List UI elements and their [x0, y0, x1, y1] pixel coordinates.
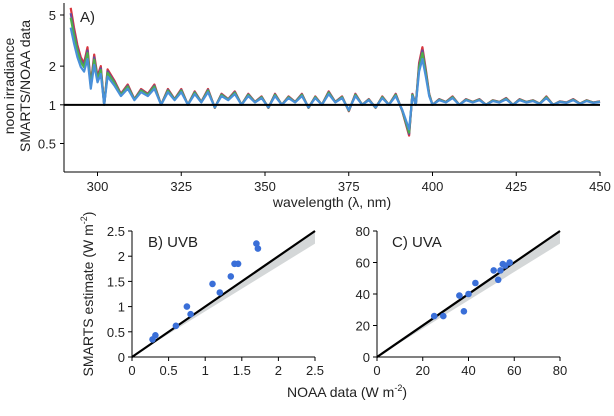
panel-c-points: [430, 259, 513, 320]
panel-b-y-ticks: 0 0.5 1 1.5 2 2.5: [107, 224, 132, 365]
panel-b-point: [187, 310, 194, 318]
panel-c-point: [460, 308, 468, 315]
panel-b-y-tick-label: 0.5: [107, 325, 125, 340]
panel-c-point: [472, 279, 479, 287]
panel-a-x-tick-label: 400: [422, 179, 444, 194]
panel-a-x-tick-label: 375: [338, 179, 360, 194]
panel-b-fit-line: [131, 230, 316, 358]
panel-b-x-tick-label: 1.5: [233, 363, 251, 378]
panel-b-point: [152, 332, 159, 339]
panel-c-point: [494, 276, 502, 284]
panel-b-point: [254, 245, 262, 252]
panel-c-point: [490, 267, 498, 274]
panel-b-y-axis-label-end: ): [80, 212, 96, 217]
panel-c-y-tick-label: 80: [356, 224, 370, 239]
panel-a-x-tick-label: 425: [505, 179, 527, 194]
panel-c-x-tick-label: 40: [461, 363, 475, 378]
panel-a-y-axis-label-1: noon irradiance: [1, 38, 17, 135]
panel-b-x-tick-label: 2: [275, 363, 282, 378]
panel-a-series-purple: [69, 13, 601, 135]
panel-c-x-ticks: 0 20 40 60 80: [373, 357, 567, 378]
shared-x-axis-label-text: NOAA data (W m: [287, 384, 394, 400]
panel-a-y-tick-label: 2: [49, 59, 56, 74]
panel-a-series-lines: [69, 7, 601, 137]
panel-c-y-tick-label: 40: [356, 287, 370, 302]
panel-b-x-tick-label: 2.5: [306, 363, 324, 378]
panel-c-label: C) UVA: [392, 234, 442, 251]
panel-b-x-ticks: 0 0.5 1 1.5 2 2.5: [128, 357, 324, 378]
panel-a: 300 325 350 375 400 425 450 0.5 1 2 5 A) waveleng…: [1, 3, 611, 210]
panel-a-x-tick-label: 300: [87, 179, 109, 194]
panel-b-point: [227, 273, 235, 280]
panel-b-y-tick-label: 1.5: [107, 274, 125, 289]
panel-a-y-axis-label-2: SMARTS/NOAA data: [17, 20, 33, 152]
panel-b-y-axis-label-text: SMARTS estimate (W m: [80, 224, 96, 376]
panel-c-point: [430, 312, 438, 320]
panel-a-y-tick-label: 1: [49, 98, 56, 113]
panel-b-y-axis-label-sup: -2: [79, 216, 89, 224]
panel-c-point: [456, 292, 463, 299]
shared-x-axis-label-sup: -2: [394, 383, 402, 393]
panel-a-label: A): [80, 9, 95, 26]
panel-c-y-tick-label: 20: [356, 319, 370, 334]
panel-b-point: [209, 280, 216, 288]
panel-a-x-tick-label: 450: [589, 179, 611, 194]
panel-c-x-tick-label: 60: [507, 363, 521, 378]
panel-c-x-tick-label: 0: [373, 363, 380, 378]
panel-c-point: [497, 267, 504, 274]
panel-a-y-tick-label: 5: [49, 8, 56, 23]
panel-c-y-ticks: 0 20 40 60 80: [356, 224, 377, 365]
panel-b-y-tick-label: 0: [118, 350, 125, 365]
shared-x-axis-label-end: ): [402, 384, 407, 400]
panel-b-point: [234, 260, 242, 268]
panel-b-x-tick-label: 0: [128, 363, 135, 378]
panel-a-y-ticks: 0.5 1 2 5: [38, 8, 64, 151]
panel-b-points: [149, 240, 262, 343]
panel-b-y-tick-label: 2: [118, 249, 125, 264]
panel-b-label: B) UVB: [148, 234, 198, 251]
panel-c-point: [440, 312, 447, 320]
panel-c-x-tick-label: 20: [416, 363, 430, 378]
panel-b: 0 0.5 1 1.5 2 2.5 0 0.5 1 1.5 2 2.5 B) UVB SMARTS …: [79, 212, 324, 378]
panel-a-y-tick-label: 0.5: [38, 136, 56, 151]
panel-c-x-tick-label: 80: [553, 363, 567, 378]
panel-a-x-ticks: 300 325 350 375 400 425 450: [87, 172, 611, 194]
panel-b-x-tick-label: 1: [202, 363, 209, 378]
panel-c-point: [506, 259, 513, 266]
panel-a-series-green: [69, 17, 601, 134]
panel-b-y-tick-label: 2.5: [107, 224, 125, 239]
panel-b-x-tick-label: 0.5: [160, 363, 178, 378]
panel-a-series-red: [69, 7, 601, 137]
panel-b-point: [172, 322, 180, 330]
panel-b-y-tick-label: 1: [118, 300, 125, 315]
panel-c-y-tick-label: 60: [356, 256, 370, 271]
panel-a-series-blue: [69, 27, 601, 131]
panel-a-x-tick-label: 325: [170, 179, 192, 194]
panel-c: 0 20 40 60 80 0 20 40 60 80 C) UVA: [356, 224, 568, 378]
panel-b-point: [183, 303, 191, 310]
panel-a-x-axis-label: wavelength (λ, nm): [272, 194, 391, 210]
panel-b-point: [216, 289, 224, 296]
panel-b-y-axis-label: SMARTS estimate (W m-2): [79, 212, 96, 377]
panel-a-x-tick-label: 350: [254, 179, 276, 194]
panel-c-y-tick-label: 0: [363, 350, 370, 365]
panel-b-point: [253, 240, 260, 247]
panel-c-point: [465, 290, 472, 298]
shared-x-axis-label: NOAA data (W m-2): [287, 383, 407, 400]
